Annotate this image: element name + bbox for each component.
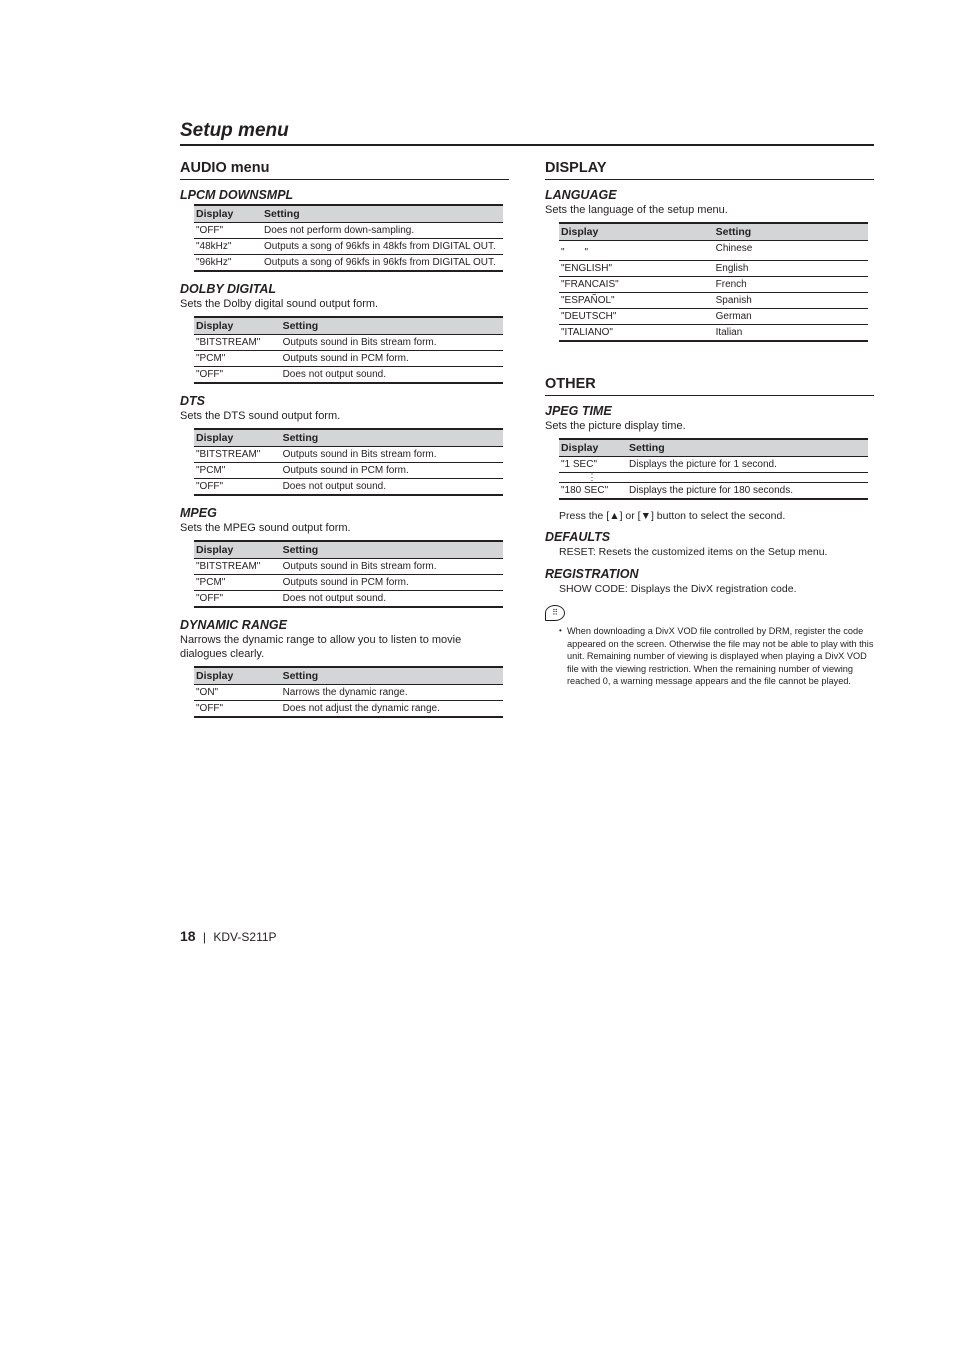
display-heading: DISPLAY — [545, 160, 874, 180]
table-row: "ESPAÑOL"Spanish — [559, 292, 868, 308]
registration-title: REGISTRATION — [545, 567, 874, 581]
table-header: Setting — [262, 205, 503, 223]
section-title: Setup menu — [180, 120, 874, 146]
dolby-title: DOLBY DIGITAL — [180, 282, 509, 296]
table-row: "48kHz"Outputs a song of 96kfs in 48kfs … — [194, 239, 503, 255]
table-row: "PCM"Outputs sound in PCM form. — [194, 574, 503, 590]
dynamic-title: DYNAMIC RANGE — [180, 618, 509, 632]
note-icon: ⠿ — [545, 605, 565, 621]
table-row: "FRANCAIS"French — [559, 276, 868, 292]
lpcm-title: LPCM DOWNSMPL — [180, 188, 509, 202]
left-column: AUDIO menu LPCM DOWNSMPL Display Setting… — [180, 160, 509, 728]
table-row: "OFF"Does not perform down-sampling. — [194, 223, 503, 239]
page-number: 18 — [180, 928, 196, 944]
table-header: Display — [194, 205, 262, 223]
mpeg-table: Display Setting "BITSTREAM"Outputs sound… — [194, 540, 503, 608]
table-row: "PCM"Outputs sound in PCM form. — [194, 462, 503, 478]
dts-title: DTS — [180, 394, 509, 408]
table-header: Display — [194, 429, 281, 447]
table-header: Display — [194, 541, 281, 559]
dts-table: Display Setting "BITSTREAM"Outputs sound… — [194, 428, 503, 496]
dts-desc: Sets the DTS sound output form. — [180, 409, 509, 424]
table-row: "OFF"Does not adjust the dynamic range. — [194, 701, 503, 718]
defaults-title: DEFAULTS — [545, 530, 874, 544]
mpeg-desc: Sets the MPEG sound output form. — [180, 521, 509, 536]
dynamic-table: Display Setting "ON"Narrows the dynamic … — [194, 666, 503, 718]
language-table: Display Setting " "Chinese "ENGLISH"Engl… — [559, 222, 868, 342]
page-footer: 18 | KDV-S211P — [180, 928, 874, 944]
table-header: Display — [194, 667, 281, 685]
table-row: "180 SEC"Displays the picture for 180 se… — [559, 483, 868, 500]
mpeg-title: MPEG — [180, 506, 509, 520]
jpeg-desc: Sets the picture display time. — [545, 419, 874, 434]
table-header: Setting — [281, 429, 504, 447]
table-row: "OFF"Does not output sound. — [194, 478, 503, 495]
table-row: "BITSTREAM"Outputs sound in Bits stream … — [194, 558, 503, 574]
jpeg-title: JPEG TIME — [545, 404, 874, 418]
table-header: Setting — [627, 439, 868, 457]
jpeg-table: Display Setting "1 SEC"Displays the pict… — [559, 438, 868, 500]
dynamic-desc: Narrows the dynamic range to allow you t… — [180, 633, 509, 663]
vdots-row: ⋮ — [559, 472, 868, 482]
dolby-table: Display Setting "BITSTREAM"Outputs sound… — [194, 316, 503, 384]
table-header: Display — [194, 317, 281, 335]
footer-separator: | — [199, 930, 210, 944]
table-header: Display — [559, 439, 627, 457]
table-header: Setting — [714, 223, 869, 241]
other-heading: OTHER — [545, 376, 874, 396]
table-row: "PCM"Outputs sound in PCM form. — [194, 350, 503, 366]
table-row: "96kHz"Outputs a song of 96kfs in 96kfs … — [194, 255, 503, 272]
table-header: Setting — [281, 317, 504, 335]
table-row: "ENGLISH"English — [559, 260, 868, 276]
table-header: Setting — [281, 541, 504, 559]
table-row: "OFF"Does not output sound. — [194, 366, 503, 383]
registration-bullet: When downloading a DivX VOD file control… — [559, 625, 874, 687]
audio-heading: AUDIO menu — [180, 160, 509, 180]
language-title: LANGUAGE — [545, 188, 874, 202]
table-row: "DEUTSCH"German — [559, 308, 868, 324]
table-row: "ON"Narrows the dynamic range. — [194, 685, 503, 701]
table-row: "OFF"Does not output sound. — [194, 590, 503, 607]
table-row: "BITSTREAM"Outputs sound in Bits stream … — [194, 334, 503, 350]
right-column: DISPLAY LANGUAGE Sets the language of th… — [545, 160, 874, 728]
defaults-text: RESET: Resets the customized items on th… — [559, 545, 874, 559]
footer-model: KDV-S211P — [213, 930, 276, 944]
jpeg-press-note: Press the [▲] or [▼] button to select th… — [559, 510, 874, 522]
table-header: Display — [559, 223, 714, 241]
registration-notes: When downloading a DivX VOD file control… — [545, 625, 874, 687]
language-desc: Sets the language of the setup menu. — [545, 203, 874, 218]
table-row: "ITALIANO"Italian — [559, 324, 868, 341]
dolby-desc: Sets the Dolby digital sound output form… — [180, 297, 509, 312]
registration-text: SHOW CODE: Displays the DivX registratio… — [559, 582, 874, 596]
lpcm-table: Display Setting "OFF"Does not perform do… — [194, 204, 503, 272]
table-row: "BITSTREAM"Outputs sound in Bits stream … — [194, 446, 503, 462]
table-header: Setting — [281, 667, 504, 685]
table-row: "1 SEC"Displays the picture for 1 second… — [559, 456, 868, 472]
table-row: " "Chinese — [559, 240, 868, 260]
